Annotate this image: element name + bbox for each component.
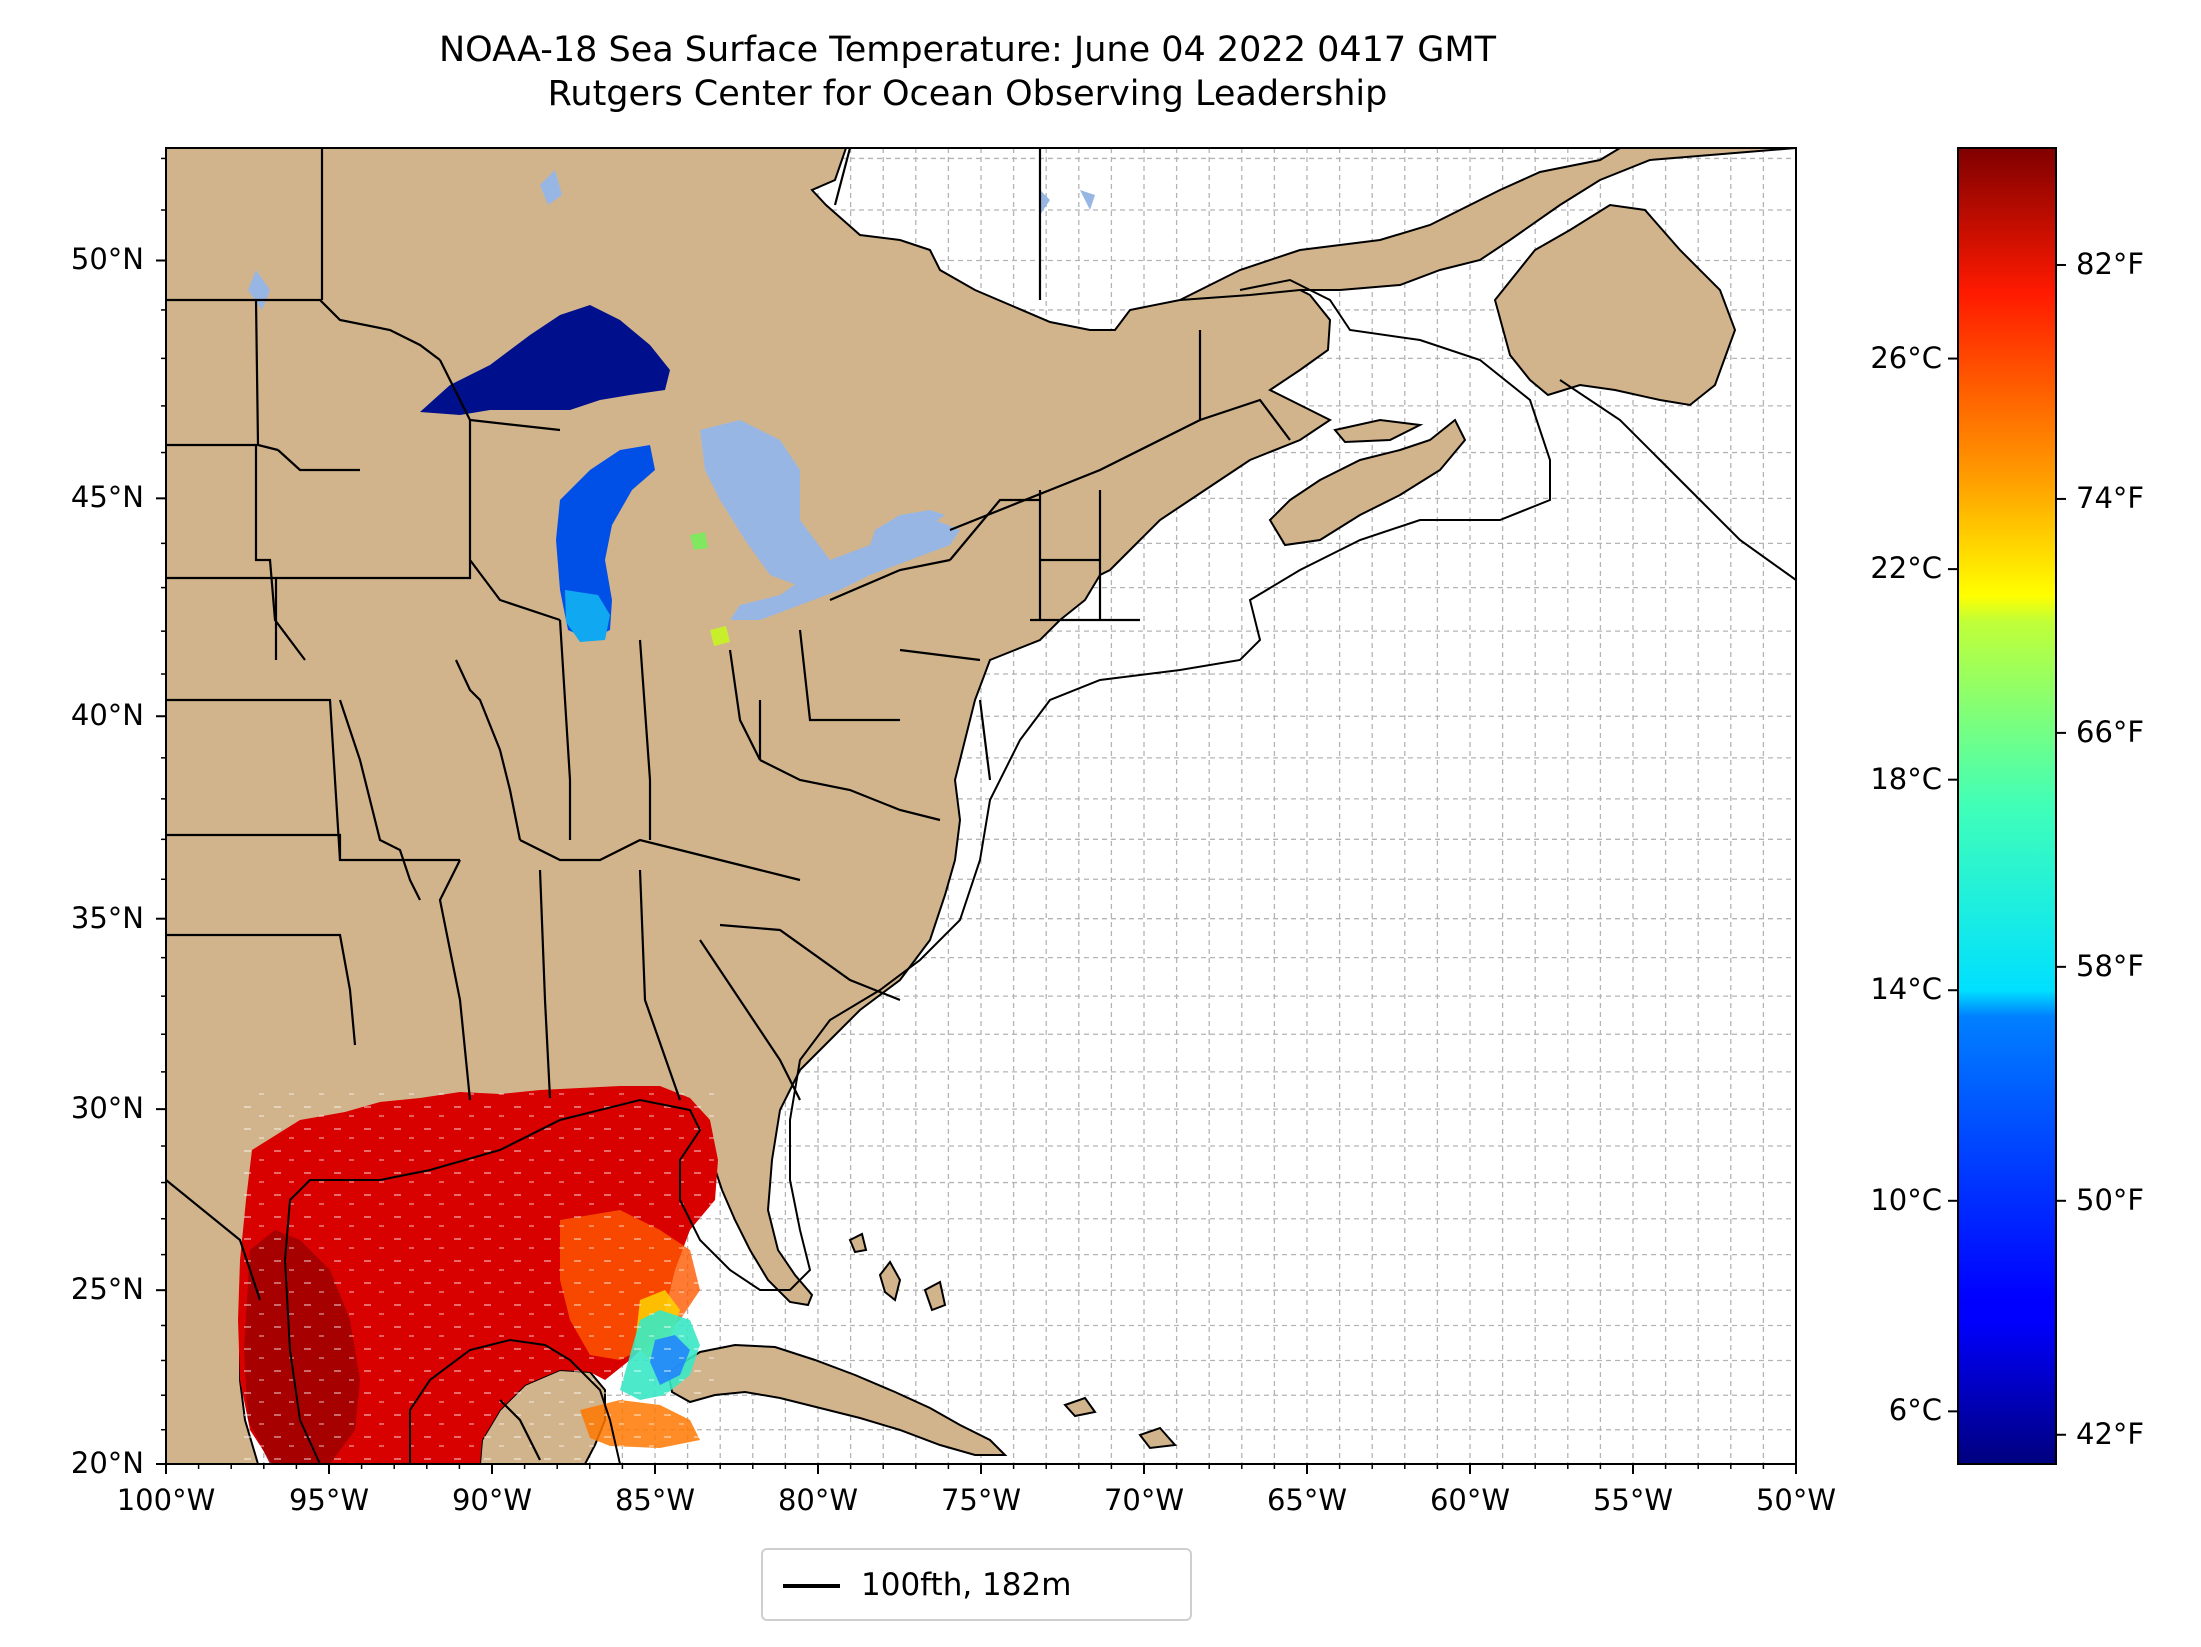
y-tick-label: 50°N <box>70 242 144 277</box>
colorbar-gradient <box>1957 147 2057 1465</box>
chart-title: NOAA-18 Sea Surface Temperature: June 04… <box>438 30 1496 70</box>
x-tick-label: 85°W <box>614 1483 696 1517</box>
x-tick-label: 50°W <box>1755 1483 1837 1517</box>
map-axis-ticks <box>156 157 1797 1474</box>
colorbar-celsius-label: 14°C <box>1870 972 1942 1007</box>
colorbar-fahrenheit-label: 66°F <box>2076 714 2145 749</box>
colorbar-celsius-label: 18°C <box>1870 761 1942 796</box>
cuba-land <box>666 1343 1008 1456</box>
y-tick-label: 35°N <box>70 900 144 935</box>
lake-michigan-sst <box>556 445 655 640</box>
x-tick-label: 90°W <box>451 1483 533 1517</box>
colorbar-fahrenheit-label: 50°F <box>2076 1182 2145 1217</box>
colorbar-celsius-label: 10°C <box>1870 1182 1942 1217</box>
isobath-100fth-northeast <box>1559 379 1796 581</box>
colorbar-fahrenheit-label: 74°F <box>2076 480 2145 515</box>
gulf-sst-cloud-gaps <box>238 1086 718 1464</box>
bahamas-land <box>848 1232 1178 1450</box>
x-tick-label: 80°W <box>777 1483 859 1517</box>
y-tick-label: 45°N <box>70 480 144 515</box>
newfoundland-land <box>1493 203 1737 407</box>
colorbar-celsius-label: 22°C <box>1870 551 1942 586</box>
lake-superior-sst <box>420 305 670 415</box>
lake-huron-sst-spot <box>690 532 708 550</box>
chart-subtitle: Rutgers Center for Ocean Observing Leade… <box>547 74 1388 114</box>
colorbar-ticks <box>1948 263 2066 1436</box>
x-tick-label: 65°W <box>1266 1483 1348 1517</box>
x-tick-label: 75°W <box>940 1483 1022 1517</box>
legend-line-swatch <box>783 1584 840 1588</box>
colorbar-fahrenheit-label: 58°F <box>2076 948 2145 983</box>
x-tick-label: 55°W <box>1592 1483 1674 1517</box>
colorbar-celsius-label: 26°C <box>1870 340 1942 375</box>
isobath-100fth <box>283 278 1551 1464</box>
isobath-100fth-gulf-inner <box>409 1338 621 1464</box>
y-tick-label: 30°N <box>70 1091 144 1126</box>
x-tick-label: 60°W <box>1429 1483 1511 1517</box>
legend-label: 100fth, 182m <box>861 1567 1072 1603</box>
nova-scotia-land <box>1268 418 1467 547</box>
great-lakes <box>248 170 1095 620</box>
y-tick-label: 40°N <box>70 698 144 733</box>
state-borders <box>166 148 1291 1461</box>
colorbar-celsius-label: 6°C <box>1888 1393 1942 1428</box>
x-tick-label: 100°W <box>116 1483 216 1517</box>
legend: 100fth, 182m <box>761 1548 1192 1621</box>
y-tick-label: 20°N <box>70 1446 144 1480</box>
labrador-land <box>1179 148 1796 301</box>
lake-michigan-sst-south <box>565 590 610 642</box>
pei-land <box>1333 418 1424 444</box>
colorbar-fahrenheit-label: 42°F <box>2076 1416 2145 1451</box>
y-tick-label: 25°N <box>70 1272 144 1307</box>
colorbar-fahrenheit-label: 82°F <box>2076 246 2145 281</box>
lake-erie-sst <box>710 626 730 646</box>
x-tick-label: 70°W <box>1103 1483 1185 1517</box>
x-tick-label: 95°W <box>288 1483 370 1517</box>
